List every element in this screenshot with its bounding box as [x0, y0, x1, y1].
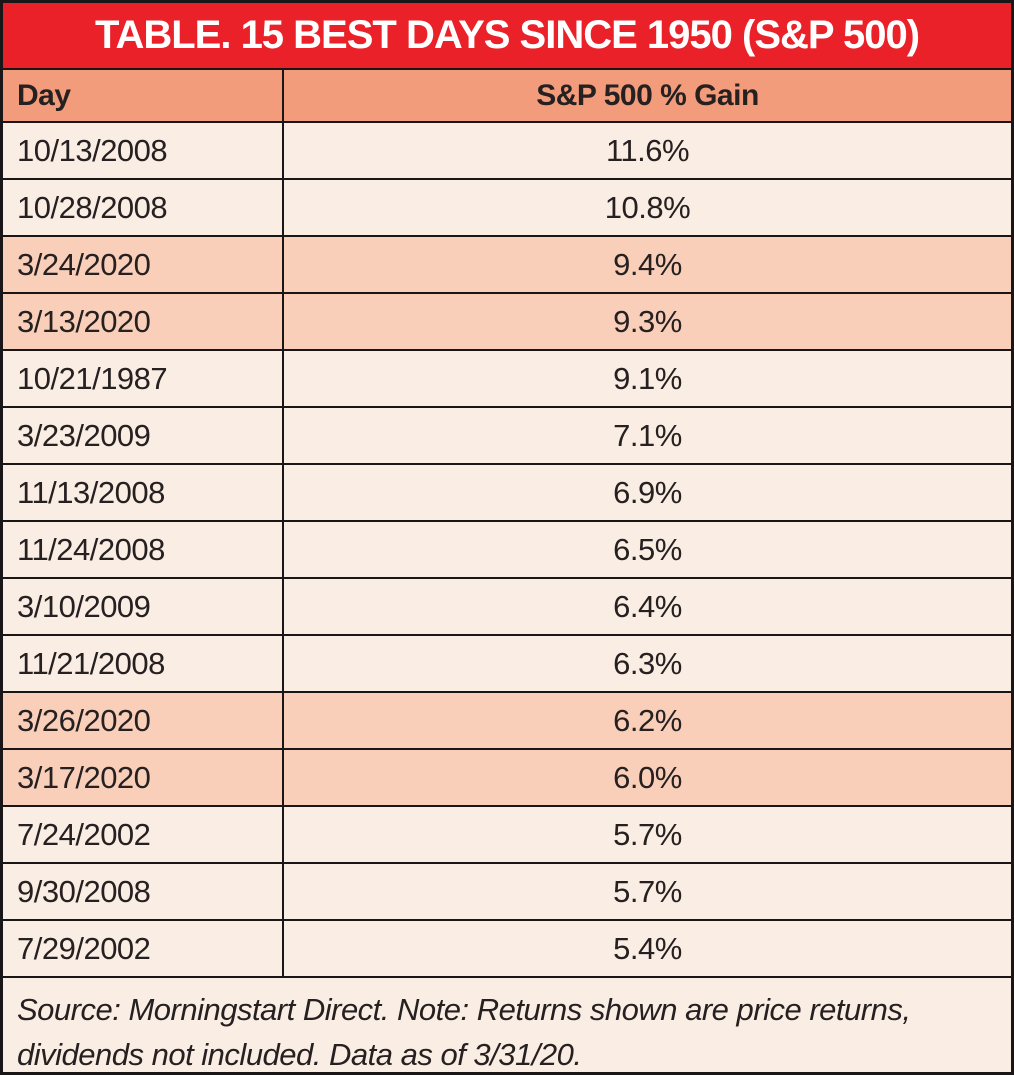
- gain-cell: 10.8%: [604, 189, 691, 225]
- gain-cell: 6.9%: [613, 474, 682, 510]
- day-cell: 3/13/2020: [3, 294, 284, 349]
- table-row: 11/21/2008 6.3%: [3, 634, 1011, 691]
- day-cell: 10/28/2008: [3, 180, 284, 235]
- table-row: 10/28/2008 10.8%: [3, 178, 1011, 235]
- gain-cell: 9.1%: [613, 360, 682, 396]
- day-cell: 3/10/2009: [3, 579, 284, 634]
- gain-cell: 7.1%: [613, 417, 682, 453]
- gain-cell: 11.6%: [605, 132, 690, 168]
- day-cell: 9/30/2008: [3, 864, 284, 919]
- gain-cell: 9.4%: [613, 246, 682, 282]
- day-cell: 10/21/1987: [3, 351, 284, 406]
- table-row: 7/24/2002 5.7%: [3, 805, 1011, 862]
- column-header-gain: S&P 500 % Gain: [536, 78, 759, 112]
- table-row: 10/21/1987 9.1%: [3, 349, 1011, 406]
- day-cell: 3/26/2020: [3, 693, 284, 748]
- day-cell: 11/24/2008: [3, 522, 284, 577]
- table-row: 3/26/2020 6.2%: [3, 691, 1011, 748]
- gain-cell: 6.2%: [613, 702, 682, 738]
- gain-cell: 5.7%: [613, 873, 682, 909]
- gain-cell: 6.4%: [613, 588, 682, 624]
- table-row: 11/13/2008 6.9%: [3, 463, 1011, 520]
- day-cell: 10/13/2008: [3, 123, 284, 178]
- table-row: 3/23/2009 7.1%: [3, 406, 1011, 463]
- table-row: 7/29/2002 5.4%: [3, 919, 1011, 976]
- gain-cell: 6.0%: [613, 759, 682, 795]
- table-row: 3/17/2020 6.0%: [3, 748, 1011, 805]
- day-cell: 11/13/2008: [3, 465, 284, 520]
- day-cell: 7/24/2002: [3, 807, 284, 862]
- table-row: 10/13/2008 11.6%: [3, 121, 1011, 178]
- table-row: 11/24/2008 6.5%: [3, 520, 1011, 577]
- day-cell: 3/24/2020: [3, 237, 284, 292]
- day-cell: 3/17/2020: [3, 750, 284, 805]
- gain-cell: 6.5%: [613, 531, 682, 567]
- gain-cell: 9.3%: [613, 303, 682, 339]
- gain-cell: 5.7%: [613, 816, 682, 852]
- day-cell: 3/23/2009: [3, 408, 284, 463]
- gain-cell: 5.4%: [613, 930, 682, 966]
- day-cell: 7/29/2002: [3, 921, 284, 976]
- table-header-row: Day S&P 500 % Gain: [3, 68, 1011, 121]
- table-row: 9/30/2008 5.7%: [3, 862, 1011, 919]
- table-row: 3/24/2020 9.4%: [3, 235, 1011, 292]
- source-note: Source: Morningstart Direct. Note: Retur…: [3, 976, 1011, 1072]
- table-title: TABLE. 15 BEST DAYS SINCE 1950 (S&P 500): [3, 3, 1011, 68]
- table-row: 3/13/2020 9.3%: [3, 292, 1011, 349]
- column-header-day: Day: [3, 70, 284, 121]
- table-row: 3/10/2009 6.4%: [3, 577, 1011, 634]
- day-cell: 11/21/2008: [3, 636, 284, 691]
- gain-cell: 6.3%: [613, 645, 682, 681]
